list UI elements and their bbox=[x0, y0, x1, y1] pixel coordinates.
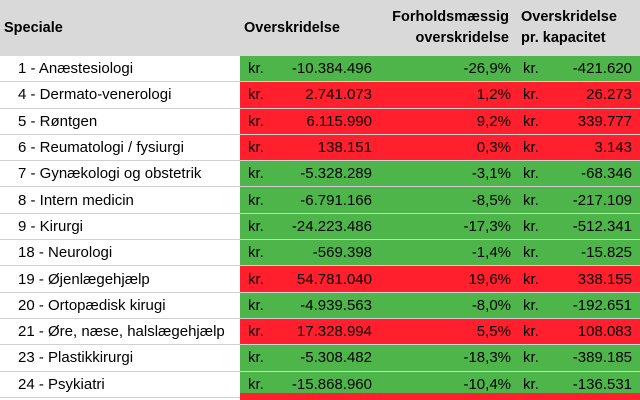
overskridelse-cell: -569.398 bbox=[280, 239, 380, 267]
table-row: 1 - Anæstesiologi kr. -10.384.496 -26,9% kr.… bbox=[0, 56, 640, 83]
currency-label: kr. bbox=[240, 318, 280, 346]
forholdsmaessig-cell: 1,2% bbox=[380, 81, 515, 109]
table-row: 23 - Plastikkirurgi kr. -5.308.482 -18,3% kr… bbox=[0, 344, 640, 372]
table-row: 24 - Psykiatri kr. -15.868.960 -10,4% kr. -13… bbox=[0, 371, 640, 398]
currency-label: kr. bbox=[240, 56, 280, 83]
currency-label: kr. bbox=[240, 344, 280, 372]
currency-label: kr. bbox=[240, 292, 280, 319]
overskridelse-cell: -4.939.563 bbox=[280, 292, 380, 319]
kapacitet-cell: -217.109 bbox=[545, 186, 640, 214]
currency-label: kr. bbox=[240, 108, 280, 135]
forholdsmaessig-cell: -26,9% bbox=[380, 56, 515, 83]
speciale-cell: 23 - Plastikkirurgi bbox=[0, 344, 240, 372]
speciale-cell: 8 - Intern medicin bbox=[0, 186, 240, 214]
forholdsmaessig-cell: -18,3% bbox=[380, 344, 515, 372]
currency-label: kr. bbox=[515, 265, 545, 293]
forholdsmaessig-cell: -8,0% bbox=[380, 292, 515, 319]
speciale-cell: 18 - Neurologi bbox=[0, 239, 240, 267]
currency-label: kr. bbox=[240, 213, 280, 241]
overskridelse-cell: -5.328.289 bbox=[280, 160, 380, 188]
table-row: 20 - Ortopædisk kirugi kr. -4.939.563 -8,0%… bbox=[0, 292, 640, 319]
kapacitet-cell: -15.825 bbox=[545, 239, 640, 267]
overskridelse-cell: -10.384.496 bbox=[280, 56, 380, 83]
overskridelse-cell: 2.741.073 bbox=[280, 81, 380, 109]
currency-label: kr. bbox=[515, 239, 545, 267]
header-overskridelse: Overskridelse bbox=[240, 0, 380, 56]
speciale-cell: 4 - Dermato-venerologi bbox=[0, 81, 240, 109]
header-speciale: Speciale bbox=[0, 0, 240, 56]
kapacitet-cell: 338.155 bbox=[545, 265, 640, 293]
currency-label: kr. bbox=[515, 134, 545, 162]
currency-label: kr. bbox=[515, 318, 545, 346]
speciale-cell: 9 - Kirurgi bbox=[0, 213, 240, 241]
table-row: 7 - Gynækologi og obstetrik kr. -5.328.289… bbox=[0, 160, 640, 188]
speciale-cell: 20 - Ortopædisk kirugi bbox=[0, 292, 240, 319]
currency-label: kr. bbox=[515, 292, 545, 319]
kapacitet-cell: -192.651 bbox=[545, 292, 640, 319]
currency-label: kr. bbox=[515, 160, 545, 188]
header-forholdsmaessig-line2: overskridelse bbox=[415, 30, 509, 46]
table-row: 5 - Røntgen kr. 6.115.990 9,2% kr. 339.777 bbox=[0, 108, 640, 135]
kapacitet-cell: -512.341 bbox=[545, 213, 640, 241]
currency-label: kr. bbox=[240, 134, 280, 162]
kapacitet-cell: -389.185 bbox=[545, 344, 640, 372]
overskridelse-cell: 138.151 bbox=[280, 134, 380, 162]
speciale-cell: 19 - Øjenlægehjælp bbox=[0, 265, 240, 293]
forholdsmaessig-cell: 0,3% bbox=[380, 134, 515, 162]
table-row: 6 - Reumatologi / fysiurgi kr. 138.151 0,3%… bbox=[0, 134, 640, 162]
table-row: 18 - Neurologi kr. -569.398 -1,4% kr. -15.825 bbox=[0, 239, 640, 267]
kapacitet-cell: 108.083 bbox=[545, 318, 640, 346]
currency-label: kr. bbox=[240, 265, 280, 293]
table-row: 19 - Øjenlægehjælp kr. 54.781.040 19,6% kr. 3… bbox=[0, 265, 640, 293]
currency-label: kr. bbox=[515, 108, 545, 135]
forholdsmaessig-cell: 9,2% bbox=[380, 108, 515, 135]
kapacitet-cell: -421.620 bbox=[545, 56, 640, 83]
overskridelse-cell: -24.223.486 bbox=[280, 213, 380, 241]
overskridelse-cell: 6.115.990 bbox=[280, 108, 380, 135]
partial-next-row bbox=[240, 393, 640, 400]
speciale-cell: 5 - Røntgen bbox=[0, 108, 240, 135]
speciale-cell: 21 - Øre, næse, halslægehjælp bbox=[0, 318, 240, 346]
currency-label: kr. bbox=[515, 81, 545, 109]
speciale-cell: 7 - Gynækologi og obstetrik bbox=[0, 160, 240, 188]
header-kapacitet-line2: pr. kapacitet bbox=[521, 30, 606, 46]
currency-label: kr. bbox=[240, 239, 280, 267]
forholdsmaessig-cell: 5,5% bbox=[380, 318, 515, 346]
forholdsmaessig-cell: 19,6% bbox=[380, 265, 515, 293]
header-kapacitet: Overskridelse pr. kapacitet bbox=[515, 0, 640, 56]
currency-label: kr. bbox=[240, 81, 280, 109]
header-kapacitet-line1: Overskridelse bbox=[521, 9, 617, 25]
currency-label: kr. bbox=[515, 213, 545, 241]
table-row: 21 - Øre, næse, halslægehjælp kr. 17.328.9… bbox=[0, 318, 640, 346]
header-row: Speciale Overskridelse Forholdsmæssig ov… bbox=[0, 0, 640, 56]
currency-label: kr. bbox=[240, 186, 280, 214]
table-row: 9 - Kirurgi kr. -24.223.486 -17,3% kr. -512.3… bbox=[0, 213, 640, 241]
overskridelse-cell: 54.781.040 bbox=[280, 265, 380, 293]
kapacitet-cell: -68.346 bbox=[545, 160, 640, 188]
overskridelse-cell: -6.791.166 bbox=[280, 186, 380, 214]
speciale-cell: 6 - Reumatologi / fysiurgi bbox=[0, 134, 240, 162]
forholdsmaessig-cell: -3,1% bbox=[380, 160, 515, 188]
kapacitet-cell: 339.777 bbox=[545, 108, 640, 135]
currency-label: kr. bbox=[240, 160, 280, 188]
forholdsmaessig-cell: -17,3% bbox=[380, 213, 515, 241]
header-forholdsmaessig-line1: Forholdsmæssig bbox=[392, 9, 509, 25]
header-forholdsmaessig: Forholdsmæssig overskridelse bbox=[380, 0, 515, 56]
currency-label: kr. bbox=[515, 186, 545, 214]
kapacitet-cell: 3.143 bbox=[545, 134, 640, 162]
speciale-cell: 24 - Psykiatri bbox=[0, 371, 240, 398]
speciale-cell: 1 - Anæstesiologi bbox=[0, 56, 240, 83]
overskridelse-cell: -5.308.482 bbox=[280, 344, 380, 372]
currency-label: kr. bbox=[515, 344, 545, 372]
table-row: 8 - Intern medicin kr. -6.791.166 -8,5% kr. -… bbox=[0, 186, 640, 214]
forholdsmaessig-cell: -1,4% bbox=[380, 239, 515, 267]
overskridelse-cell: 17.328.994 bbox=[280, 318, 380, 346]
kapacitet-cell: 26.273 bbox=[545, 81, 640, 109]
forholdsmaessig-cell: -8,5% bbox=[380, 186, 515, 214]
currency-label: kr. bbox=[515, 56, 545, 83]
table-row: 4 - Dermato-venerologi kr. 2.741.073 1,2% kr… bbox=[0, 81, 640, 109]
